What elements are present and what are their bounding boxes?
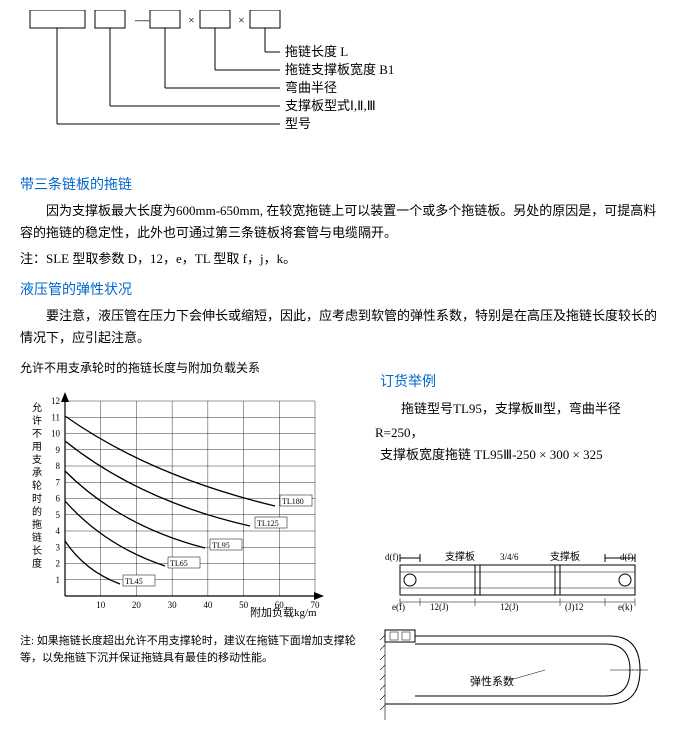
svg-text:3: 3 — [56, 543, 61, 553]
svg-text:×: × — [188, 13, 195, 27]
technical-diagram: d(f) 支撑板 3/4/6 支撑板 d(f) e(f) 12(J) 12(J) — [380, 550, 660, 730]
svg-text:的: 的 — [32, 505, 42, 518]
svg-text:不: 不 — [32, 429, 42, 440]
svg-text:用: 用 — [32, 442, 42, 453]
svg-text:(J)12: (J)12 — [565, 602, 584, 612]
section1-note: 注：SLE 型取参数 D，12，e，TL 型取 f，j，k。 — [20, 248, 661, 267]
svg-text:链: 链 — [32, 531, 42, 544]
section1-title: 带三条链板的拖链 — [20, 174, 661, 194]
part-number-svg: — × × 拖链长度 L 拖链支撑板宽度 B1 弯曲半径 支撑板型式Ⅰ,Ⅱ,Ⅲ … — [20, 10, 640, 150]
svg-text:—: — — [134, 13, 150, 28]
svg-text:10: 10 — [51, 429, 61, 439]
svg-text:11: 11 — [51, 413, 60, 423]
svg-text:1: 1 — [56, 575, 61, 585]
svg-text:40: 40 — [203, 600, 213, 610]
svg-text:允: 允 — [32, 401, 42, 414]
section1-p1: 因为支撑板最大长度为600mm-650mm, 在较宽拖链上可以装置一个或多个拖链… — [20, 200, 661, 244]
svg-text:×: × — [238, 13, 245, 27]
svg-text:TL125: TL125 — [257, 519, 279, 528]
svg-text:9: 9 — [56, 445, 61, 455]
order-line1: 拖链型号TL95，支撑板Ⅲ型，弯曲半径R=250， — [375, 397, 661, 444]
svg-text:8: 8 — [56, 461, 61, 471]
svg-text:d(f): d(f) — [385, 552, 399, 562]
section2-title: 液压管的弹性状况 — [20, 279, 661, 299]
svg-text:50: 50 — [239, 600, 249, 610]
svg-text:2: 2 — [56, 559, 61, 569]
svg-text:支: 支 — [32, 454, 42, 466]
svg-text:12: 12 — [51, 396, 60, 406]
svg-text:5: 5 — [56, 510, 61, 520]
content-row: 允许不用支承轮时的拖链长度与附加负载关系 允许不用支承轮时的拖链长度 12345… — [20, 359, 661, 734]
part-number-diagram: — × × 拖链长度 L 拖链支撑板宽度 B1 弯曲半径 支撑板型式Ⅰ,Ⅱ,Ⅲ … — [20, 10, 661, 154]
svg-text:时: 时 — [32, 493, 42, 505]
chart-xlabel: 附加负载kg/m — [250, 605, 317, 619]
svg-text:弹性系数: 弹性系数 — [470, 674, 514, 688]
svg-text:TL65: TL65 — [170, 559, 188, 568]
part-label-2: 拖链支撑板宽度 B1 — [285, 62, 394, 77]
part-label-4: 支撑板型式Ⅰ,Ⅱ,Ⅲ — [285, 98, 376, 113]
svg-text:支撑板: 支撑板 — [445, 550, 475, 563]
svg-text:6: 6 — [56, 494, 61, 504]
svg-text:TL45: TL45 — [125, 577, 143, 586]
svg-text:轮: 轮 — [32, 479, 42, 492]
chart-column: 允许不用支承轮时的拖链长度与附加负载关系 允许不用支承轮时的拖链长度 12345… — [20, 359, 360, 734]
svg-text:许: 许 — [32, 415, 42, 427]
right-column: 订货举例 拖链型号TL95，支撑板Ⅲ型，弯曲半径R=250， 支撑板宽度拖链 T… — [380, 359, 661, 734]
load-chart: 允许不用支承轮时的拖链长度 12345678910111210203040506… — [20, 386, 350, 621]
svg-text:承: 承 — [32, 467, 42, 479]
section2-p1: 要注意，液压管在压力下会伸长或缩短，因此，应考虑到软管的弹性系数，特别是在高压及… — [20, 305, 661, 349]
part-label-5: 型号 — [285, 116, 311, 131]
svg-text:30: 30 — [168, 600, 178, 610]
svg-text:4: 4 — [56, 526, 61, 536]
svg-text:长: 长 — [32, 545, 42, 557]
order-line2: 支撑板宽度拖链 TL95Ⅲ-250 × 300 × 325 — [380, 444, 661, 466]
svg-text:支撑板: 支撑板 — [550, 550, 580, 563]
svg-text:TL95: TL95 — [212, 541, 230, 550]
chart-footnote: 注: 如果拖链长度超出允许不用支撑轮时，建议在拖链下面增加支撑轮等，以免拖链下沉… — [20, 633, 360, 666]
chart-title: 允许不用支承轮时的拖链长度与附加负载关系 — [20, 359, 360, 376]
part-label-3: 弯曲半径 — [285, 80, 337, 95]
svg-text:e(f): e(f) — [392, 602, 405, 612]
order-title: 订货举例 — [380, 371, 661, 391]
svg-text:拖: 拖 — [32, 518, 42, 531]
svg-text:e(k): e(k) — [618, 602, 633, 612]
svg-text:12(J): 12(J) — [430, 602, 449, 612]
part-label-1: 拖链长度 L — [285, 44, 348, 59]
svg-text:10: 10 — [96, 600, 106, 610]
svg-text:TL180: TL180 — [282, 497, 304, 506]
svg-text:12(J): 12(J) — [500, 602, 519, 612]
svg-text:3/4/6: 3/4/6 — [500, 552, 519, 562]
svg-text:d(f): d(f) — [620, 552, 634, 562]
svg-text:度: 度 — [32, 557, 42, 570]
svg-text:7: 7 — [56, 478, 61, 488]
svg-text:20: 20 — [132, 600, 142, 610]
